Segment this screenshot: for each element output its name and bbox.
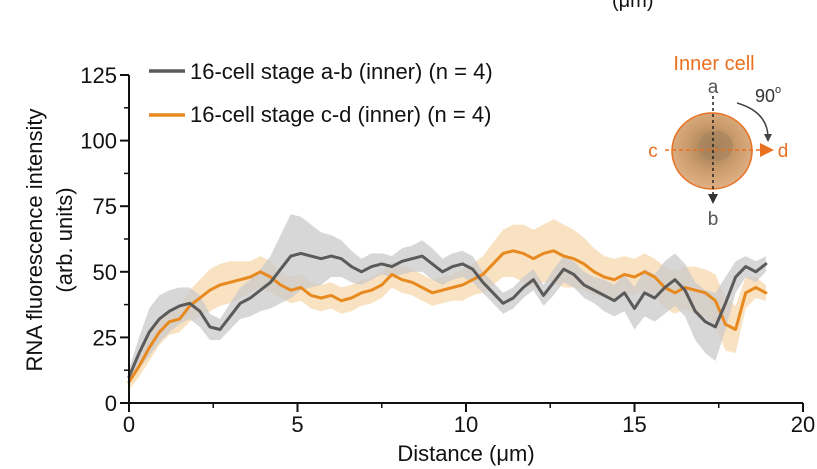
x-tick-label: 5 [291,412,303,437]
x-axis-label: Distance (μm) [397,441,534,466]
x-tick-label: 20 [791,412,815,437]
band-series-0 [129,214,766,385]
x-tick-label: 15 [622,412,646,437]
series-lines [127,249,768,384]
label-b: b [708,209,719,230]
line-series-0 [127,251,768,379]
confidence-bands [129,214,766,390]
legend-label-cd: 16-cell stage c-d (inner) (n = 4) [190,102,491,127]
x-ticks: 0 5 10 15 20 [123,403,815,437]
x-tick-label: 0 [123,412,135,437]
label-c: c [648,141,658,162]
y-axis-label-line2: (arb. units) [52,187,77,292]
angle-label: 90 [755,86,775,106]
y-tick-label: 100 [80,129,117,154]
cell-nucleus [699,131,733,161]
y-tick-label: 50 [93,260,117,285]
line-series-1 [127,249,768,384]
band-series-1 [129,219,766,390]
x-tick-label: 10 [454,412,478,437]
y-tick-label: 0 [105,391,117,416]
inset-title: Inner cell [673,53,754,75]
label-d: d [778,141,789,162]
cut-off-axis-label: (μm) [612,0,654,12]
y-axis-label-line1: RNA fluorescence intensity [22,109,47,372]
y-ticks: 0 25 50 75 100 125 [80,63,129,416]
y-tick-label: 125 [80,63,117,88]
label-a: a [708,77,719,98]
inset-cell-diagram: Inner cell a b c d 90 o [648,53,788,230]
angle-degree-mark: o [775,84,781,96]
y-tick-label: 75 [93,194,117,219]
legend-label-ab: 16-cell stage a-b (inner) (n = 4) [190,59,493,84]
legend: 16-cell stage a-b (inner) (n = 4) 16-cel… [149,59,493,127]
y-tick-label: 25 [93,325,117,350]
rotation-arrow [736,102,772,142]
